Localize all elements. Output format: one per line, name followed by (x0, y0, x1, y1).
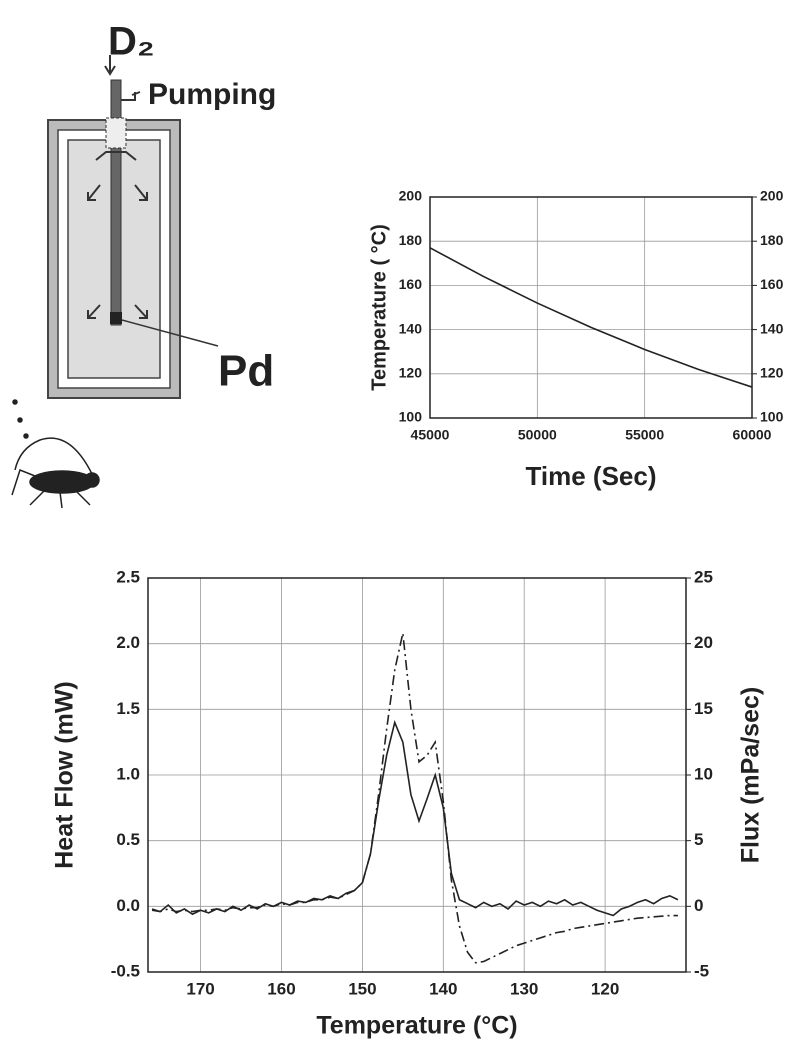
x-tick-label: 45000 (411, 427, 450, 443)
y2-tick-label: 160 (760, 276, 784, 292)
x-axis-title: Temperature (°C) (316, 1012, 517, 1040)
y-tick-label: 180 (399, 232, 423, 248)
y2-tick-label: 15 (694, 699, 713, 718)
y-tick-label: 160 (399, 276, 423, 292)
y2-tick-label: 140 (760, 320, 784, 336)
inlet-arrow (104, 55, 116, 76)
y2-axis-title: Flux (mPa/sec) (737, 687, 765, 863)
y2-tick-label: 20 (694, 633, 713, 652)
x-tick-label: 55000 (625, 427, 664, 443)
pointer-line (121, 319, 219, 347)
x-tick-label: 140 (429, 979, 457, 998)
y2-tick-label: 180 (760, 232, 784, 248)
y2-tick-label: 120 (760, 365, 784, 381)
x-tick-label: 130 (510, 979, 538, 998)
y-tick-label: 0.0 (116, 896, 140, 915)
y-tick-label: 2.0 (116, 633, 140, 652)
apparatus-diagram: D₂ Pumping Pd (47, 20, 276, 399)
y-tick-label: 0.5 (116, 830, 140, 849)
plot-frame (429, 196, 753, 419)
data-line (151, 719, 679, 917)
x-tick-label: 50000 (518, 427, 557, 443)
cricket-icon (11, 399, 100, 509)
pd-sample (110, 312, 122, 324)
y2-tick-label: 10 (694, 764, 713, 783)
data-line (429, 247, 753, 388)
y-tick-label: 1.5 (116, 699, 140, 718)
x-tick-label: 120 (591, 979, 619, 998)
y-tick-label: 200 (399, 188, 423, 204)
inlet-label: D₂ (108, 20, 155, 64)
y-tick-label: 120 (399, 365, 423, 381)
gas-tube (110, 79, 122, 326)
y2-tick-label: 0 (694, 896, 703, 915)
y2-tick-label: 200 (760, 188, 784, 204)
x-tick-label: 160 (267, 979, 295, 998)
flange (95, 151, 137, 161)
pump-port (121, 91, 141, 101)
x-tick-label: 150 (348, 979, 376, 998)
y-tick-label: 1.0 (116, 764, 140, 783)
y-tick-label: 140 (399, 320, 423, 336)
x-axis-title: Time (Sec) (525, 461, 656, 491)
y-axis-title: Temperature ( °C) (368, 224, 390, 391)
sample-label: Pd (218, 347, 274, 396)
fitting (105, 117, 127, 149)
y-tick-label: 2.5 (116, 567, 140, 586)
y-tick-label: 100 (399, 409, 423, 425)
pumping-label: Pumping (148, 78, 276, 111)
y2-tick-label: -5 (694, 961, 709, 980)
data-line (151, 632, 678, 964)
x-tick-label: 60000 (733, 427, 772, 443)
y-tick-label: -0.5 (111, 961, 140, 980)
y-axis-title: Heat Flow (mW) (51, 681, 79, 869)
y2-tick-label: 100 (760, 409, 784, 425)
plot-frame (147, 577, 687, 973)
x-tick-label: 170 (186, 979, 214, 998)
y2-tick-label: 25 (694, 567, 713, 586)
flow-arrows (87, 184, 148, 319)
y2-tick-label: 5 (694, 830, 703, 849)
